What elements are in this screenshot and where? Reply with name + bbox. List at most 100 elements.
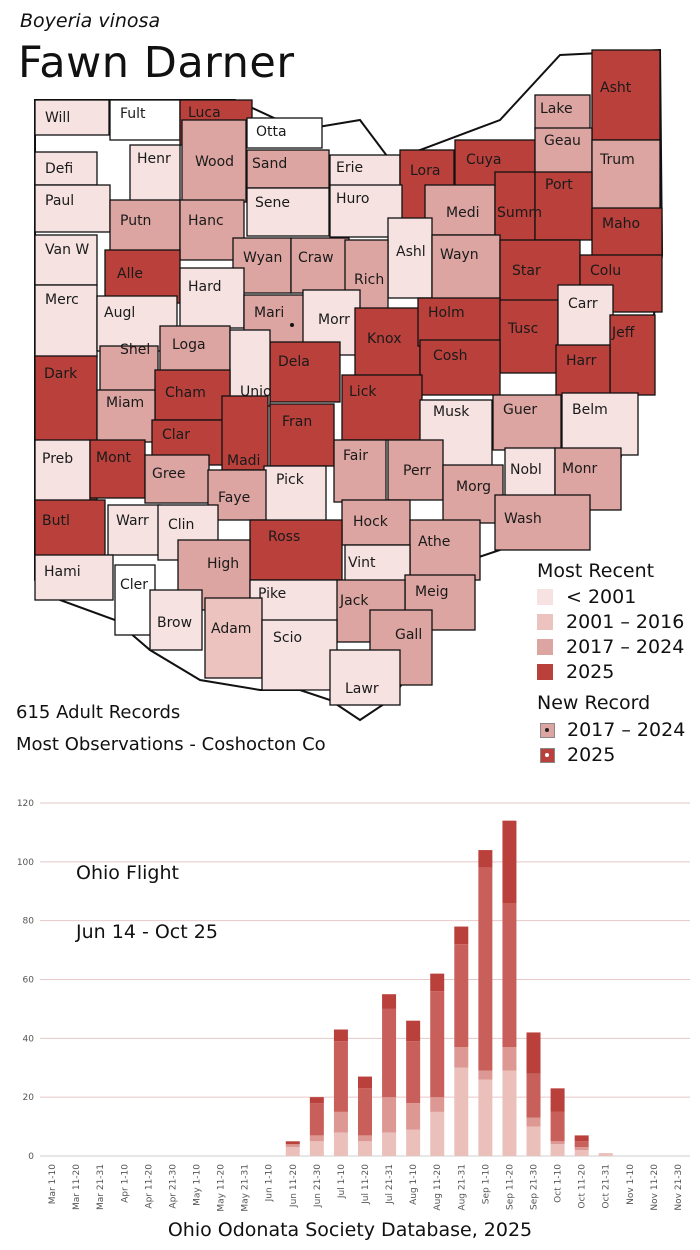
chart-bars	[285, 820, 613, 1156]
county-label-clin: Clin	[168, 517, 194, 533]
county-label-augl: Augl	[104, 305, 135, 321]
county-label-lawr: Lawr	[345, 681, 379, 697]
bar-segment	[478, 867, 493, 1071]
county-sand	[246, 149, 330, 189]
county-lake	[534, 94, 591, 131]
y-axis-ticks: 0 20 40 60 80 100 120	[17, 799, 34, 1162]
county-label-wash: Wash	[504, 511, 542, 527]
county-label-jack: Jack	[339, 593, 369, 609]
bar-segment	[358, 1135, 372, 1142]
x-tick-label: Jun 1-10	[265, 1164, 275, 1203]
bar-segment	[526, 1032, 541, 1074]
county-defi	[34, 151, 98, 186]
x-tick-label: Apr 21-30	[168, 1164, 178, 1209]
county-label-wayn: Wayn	[440, 247, 479, 263]
county-hard	[179, 267, 245, 329]
legend-label: 2017 – 2024	[566, 636, 685, 658]
county-label-henr: Henr	[137, 151, 171, 167]
county-medi	[424, 184, 496, 236]
county-brow	[149, 589, 203, 651]
county-madi	[221, 395, 269, 471]
county-label-warr: Warr	[116, 513, 149, 529]
bar-segment	[454, 1067, 469, 1156]
x-tick-label: Mar 21-31	[96, 1164, 106, 1210]
county-label-musk: Musk	[433, 404, 470, 420]
county-scio	[261, 619, 338, 691]
x-tick-label: Sep 11-20	[505, 1164, 515, 1210]
county-trum	[591, 139, 661, 211]
bar-segment	[358, 1088, 372, 1136]
county-label-defi: Defi	[45, 161, 73, 177]
x-tick-label: Jun 21-30	[313, 1164, 323, 1208]
county-adam	[204, 597, 263, 679]
x-tick-label: Jul 21-31	[385, 1164, 395, 1205]
bar-segment	[382, 1097, 397, 1133]
bar-segment	[309, 1141, 324, 1156]
legend-swatch	[537, 664, 553, 680]
county-label-scio: Scio	[273, 630, 302, 646]
x-tick-label: Apr 11-20	[144, 1164, 154, 1209]
county-cosh	[419, 339, 501, 396]
county-label-hard: Hard	[188, 279, 222, 295]
bar-segment	[406, 1041, 421, 1104]
y-tick-label: 80	[23, 917, 35, 927]
bar-segment	[430, 1097, 445, 1112]
x-axis-ticks: Mar 1-10 Mar 11-20 Mar 21-31 Apr 1-10 Apr 11…	[48, 1164, 684, 1212]
bar-segment	[382, 994, 397, 1009]
x-tick-label: Nov 21-30	[674, 1164, 684, 1211]
bar-segment	[454, 1047, 469, 1068]
x-tick-label: Aug 1-10	[409, 1164, 419, 1205]
county-gree	[144, 454, 210, 504]
bar-segment	[285, 1144, 300, 1148]
new-record-swatch	[540, 722, 555, 738]
county-label-perr: Perr	[403, 463, 431, 479]
x-tick-label: Aug 11-20	[433, 1164, 443, 1211]
county-label-wood: Wood	[195, 154, 234, 170]
county-perr	[387, 439, 444, 501]
county-morg	[442, 464, 504, 524]
county-nobl	[504, 447, 556, 504]
bar-segment	[406, 1103, 421, 1130]
flight-annotation-title: Ohio Flight	[76, 862, 179, 884]
county-layer	[34, 49, 663, 706]
x-tick-label: Jul 1-10	[337, 1164, 347, 1199]
bar-segment	[502, 820, 517, 904]
x-tick-label: Apr 1-10	[120, 1164, 130, 1203]
county-label-cham: Cham	[165, 385, 206, 401]
county-label-dark: Dark	[44, 366, 78, 382]
county-label-erie: Erie	[336, 160, 363, 176]
bar-segment	[358, 1141, 372, 1156]
county-label-tusc: Tusc	[507, 321, 538, 337]
bar-segment	[526, 1126, 541, 1156]
county-label-fran: Fran	[282, 414, 312, 430]
county-label-summ: Summ	[497, 205, 542, 221]
x-tick-label: Oct 1-10	[554, 1164, 564, 1203]
county-loga	[159, 325, 231, 377]
county-label-carr: Carr	[568, 296, 598, 312]
county-label-gree: Gree	[152, 466, 186, 482]
county-label-miam: Miam	[106, 395, 144, 411]
county-wayn	[431, 234, 501, 304]
bar-segment	[526, 1117, 541, 1127]
x-tick-label: Oct 21-31	[602, 1164, 612, 1209]
bar-segment	[502, 1047, 517, 1071]
county-label-morg: Morg	[456, 479, 491, 495]
county-hock	[341, 499, 411, 546]
county-label-colu: Colu	[590, 263, 621, 279]
x-tick-label: Aug 21-31	[457, 1164, 467, 1211]
bar-segment	[333, 1041, 348, 1112]
county-label-rich: Rich	[354, 272, 384, 288]
county-sene	[246, 187, 330, 237]
county-label-high: High	[207, 556, 239, 572]
county-label-putn: Putn	[120, 213, 151, 229]
county-label-shel: Shel	[120, 342, 150, 358]
county-fair	[333, 439, 387, 503]
county-label-unio: Unio	[240, 384, 272, 400]
county-port	[534, 171, 593, 241]
bar-segment	[382, 1132, 397, 1156]
bar-segment	[430, 1111, 445, 1156]
bar-segment	[333, 1132, 348, 1156]
county-fult	[109, 99, 181, 141]
adult-records-count: 615 Adult Records	[16, 702, 181, 723]
bar-segment	[454, 926, 469, 945]
